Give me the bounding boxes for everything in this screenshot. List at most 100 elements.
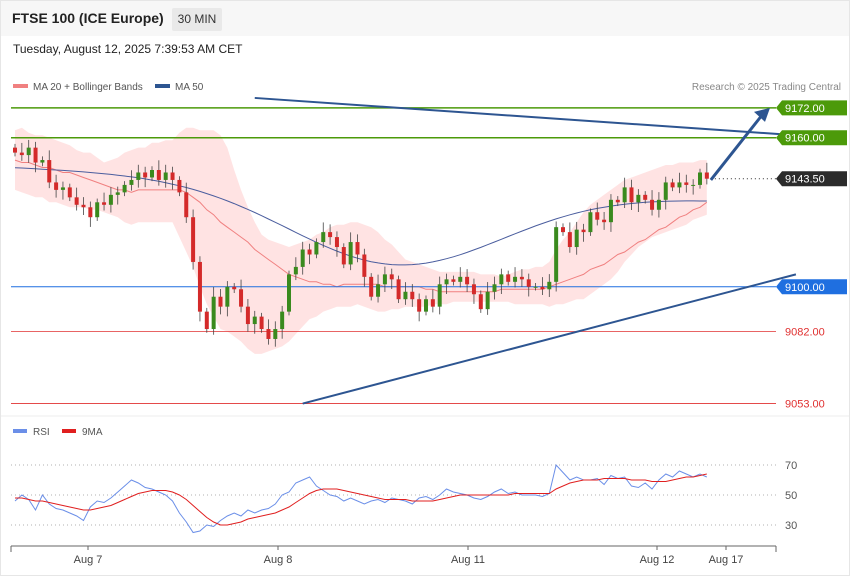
candle-body [266,329,271,339]
candle-body [95,202,100,218]
rsi-panel: 70 50 30 [11,460,797,534]
candle-body [437,284,442,307]
candle-body [581,229,586,233]
candle-body [677,182,682,188]
candle-body [300,249,305,267]
candle-body [588,212,593,233]
rsi-ma-legend-swatch [62,429,76,433]
candle-body [232,286,237,290]
candle-body [245,306,250,325]
timeframe-button[interactable]: 30 MIN [172,8,222,31]
candle-body [150,170,154,178]
candle-body [293,266,298,275]
x-tick-label: Aug 11 [451,554,485,566]
ma20-legend-label: MA 20 + Bollinger Bands [33,82,143,93]
candle-body [259,316,264,330]
candle-body [485,291,490,310]
candle-body [252,316,257,325]
level-tag [776,100,847,116]
x-tick-label: Aug 12 [640,554,675,566]
candle-body [47,160,52,183]
candle-body [74,197,79,205]
candle-body [396,279,401,300]
candle-body [362,254,367,277]
candle-body [656,199,661,210]
candle-body [348,242,353,265]
candle-body [506,274,511,282]
chart-header: FTSE 100 (ICE Europe) 30 MIN [1,1,849,36]
candle-body [608,199,613,223]
candle-body [88,207,93,218]
rsi-line [14,463,708,534]
rsi-legend-swatch [13,429,27,433]
ma20-line [14,159,708,293]
ma20-legend-swatch [13,84,28,88]
candle-body [424,299,428,312]
candle-body [451,279,456,282]
candle-body [177,179,182,193]
ma50-legend-label: MA 50 [175,82,204,93]
forecast-arrow-head [754,107,770,122]
level-tag [776,279,847,295]
level-label: 9160.00 [785,133,825,145]
level-label: 9143.50 [785,174,825,186]
rsi-ma-legend-label: 9MA [82,427,103,438]
candle-body [156,170,161,180]
candle-body [184,192,189,218]
candle-body [622,187,627,203]
candle-body [129,179,134,185]
candle-body [389,274,394,280]
candle-body [67,187,72,198]
candle-body [54,182,59,190]
candle-body [204,311,209,330]
copyright-label: Research © 2025 Trading Central [692,82,841,93]
candle-body [13,147,17,153]
candle-body [19,152,24,156]
candle-body [567,232,572,248]
candle-body [561,227,565,233]
candle-body [636,194,641,203]
trendlines [254,96,797,405]
candle-body [273,329,278,339]
candle-body [225,286,230,307]
candle-body [81,204,86,208]
bollinger-band [15,127,707,354]
candle-body [136,172,141,180]
candle-body [602,219,607,223]
candle-body [211,296,216,330]
candle-body [341,247,346,265]
candle-body [410,291,415,300]
rsi-level-label: 30 [785,520,797,532]
candle-body [471,284,476,295]
level-label: 9082.00 [785,327,825,339]
candle-body [40,160,45,163]
candle-body [704,172,709,179]
candle-body [60,187,65,190]
bollinger-band-area [15,127,707,354]
candle-body [403,291,408,300]
candle-body [108,194,113,205]
rsi-level-label: 70 [785,460,797,472]
candle-body [314,242,319,255]
level-tag [776,130,847,146]
candle-body [239,289,244,307]
level-tag [776,171,847,187]
candle-body [691,184,696,186]
page-title: FTSE 100 (ICE Europe) [12,10,164,26]
candle-body [513,276,518,282]
forecast-arrow-shaft [709,112,765,181]
candle-body [163,172,168,180]
ma50-legend-swatch [155,84,170,88]
candle-body [376,284,381,297]
candle-body [218,296,223,307]
candle-body [574,229,579,248]
rsi-level-label: 50 [785,490,797,502]
candle-body [540,286,545,290]
level-label: 9053.00 [785,399,825,411]
candle-body [321,232,326,243]
x-tick-label: Aug 8 [264,554,293,566]
candle-body [684,182,689,185]
candle-body [533,286,538,288]
candle-body [650,199,655,210]
candle-body [287,274,291,312]
